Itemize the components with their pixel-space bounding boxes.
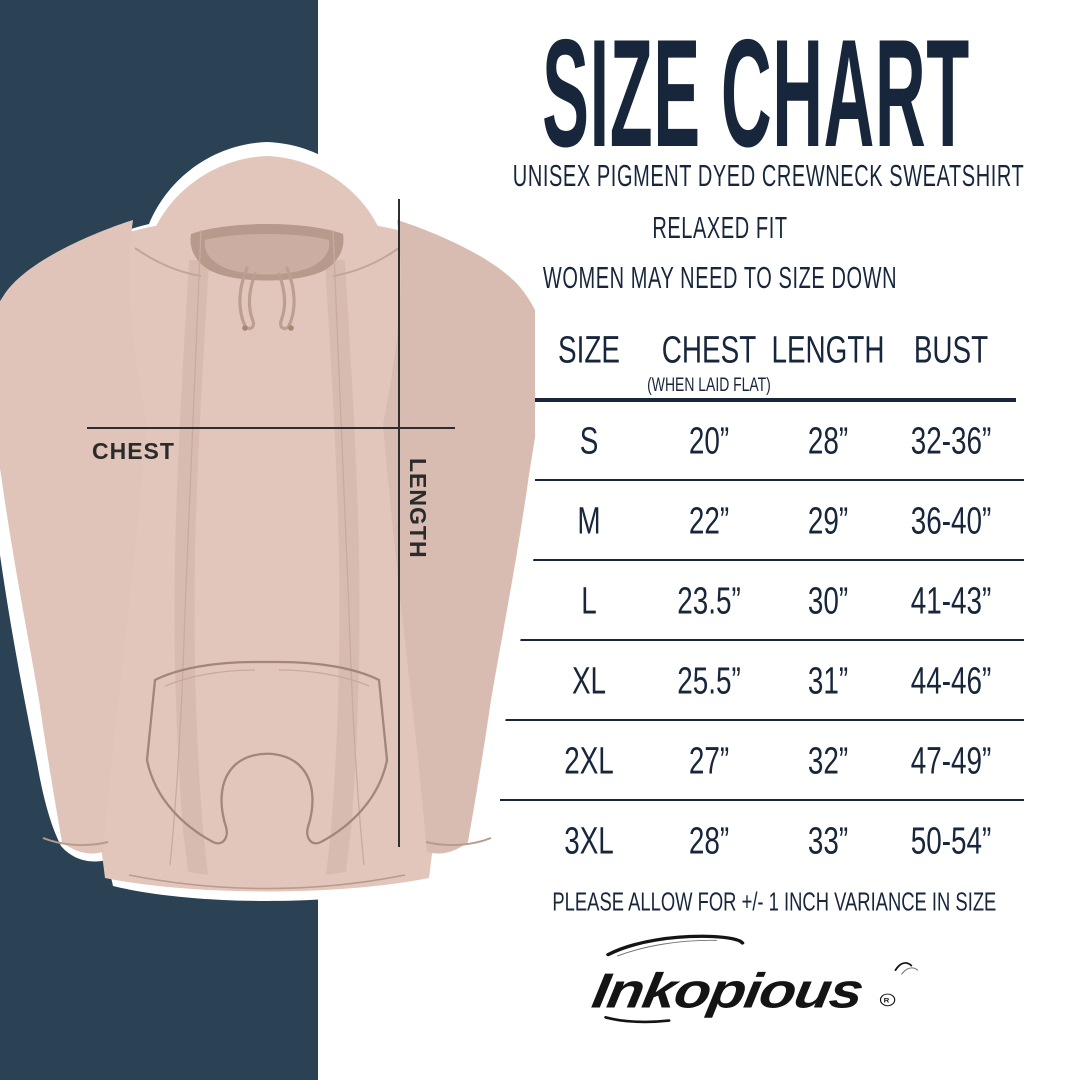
svg-text:Inkopious: Inkopious (588, 963, 866, 1018)
svg-text:R: R (884, 996, 891, 1004)
